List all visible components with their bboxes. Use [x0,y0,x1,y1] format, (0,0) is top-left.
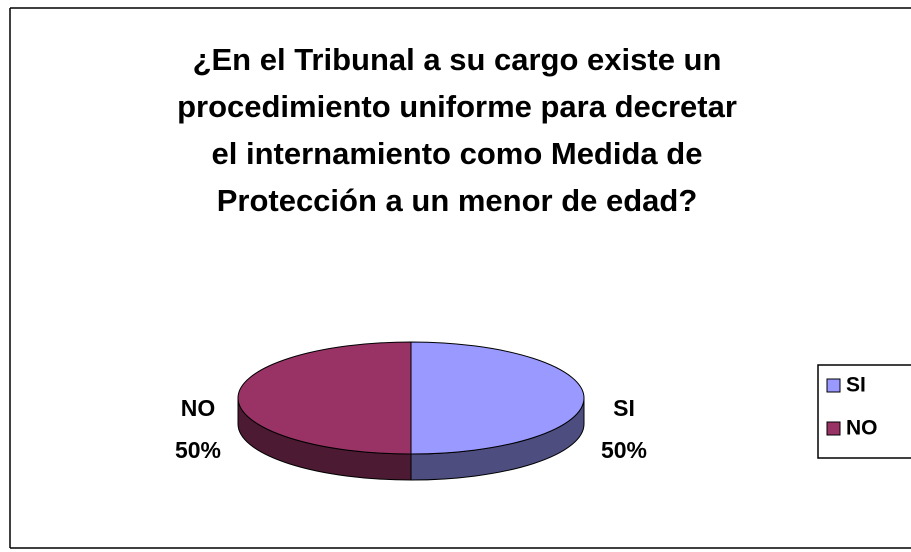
data-label: 50% [175,437,221,463]
pie-slice [410,341,585,455]
legend-swatch [826,378,841,393]
pie-slice [237,341,412,455]
chart-title: procedimiento uniforme para decretar [177,89,737,124]
data-label: NO [181,395,216,421]
data-label: SI [613,395,635,421]
legend-label: SI [846,374,866,397]
chart-title: el internamiento como Medida de [212,136,703,171]
data-label: 50% [601,437,647,463]
chart-title: ¿En el Tribunal a su cargo existe un [193,42,722,77]
legend-label: NO [846,417,878,440]
legend-swatch [826,421,841,436]
chart-title: Protección a un menor de edad? [217,183,698,218]
